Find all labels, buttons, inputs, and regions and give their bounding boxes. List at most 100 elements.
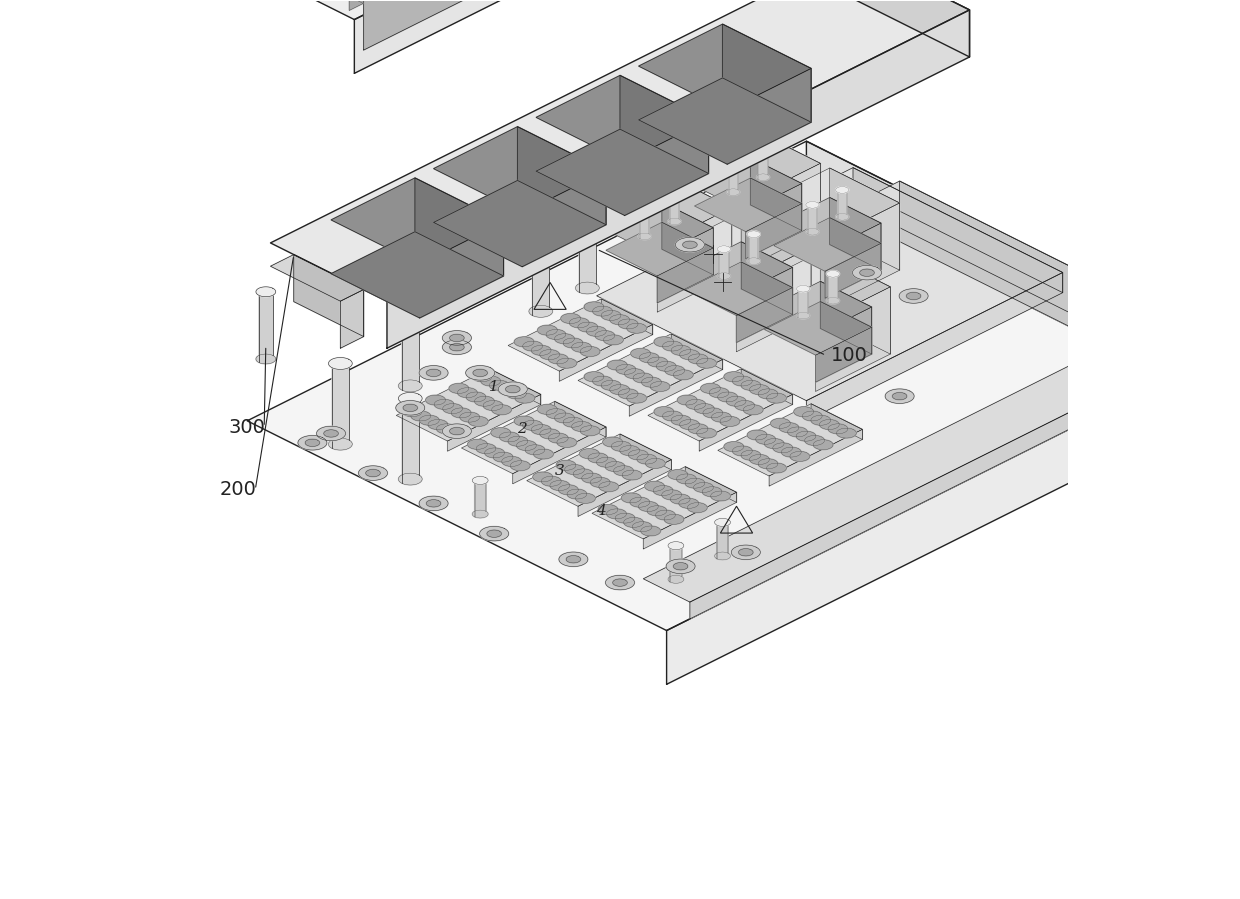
Polygon shape: [363, 0, 466, 50]
Polygon shape: [255, 354, 275, 364]
Polygon shape: [662, 222, 713, 275]
Polygon shape: [515, 393, 534, 403]
Polygon shape: [723, 24, 811, 122]
Polygon shape: [837, 428, 857, 438]
Polygon shape: [570, 94, 580, 100]
Polygon shape: [215, 0, 914, 20]
Polygon shape: [590, 477, 610, 487]
Polygon shape: [374, 192, 384, 198]
Polygon shape: [596, 167, 1063, 401]
Polygon shape: [309, 274, 325, 282]
Polygon shape: [676, 237, 704, 252]
Polygon shape: [402, 406, 422, 416]
Polygon shape: [853, 167, 1063, 293]
Polygon shape: [745, 183, 802, 259]
Polygon shape: [774, 198, 880, 251]
Polygon shape: [806, 201, 820, 209]
Polygon shape: [734, 141, 758, 153]
Polygon shape: [743, 405, 763, 414]
Polygon shape: [668, 469, 688, 479]
Polygon shape: [739, 548, 753, 556]
Polygon shape: [472, 510, 489, 518]
Polygon shape: [806, 228, 820, 235]
Polygon shape: [529, 306, 553, 317]
Polygon shape: [410, 411, 430, 421]
Polygon shape: [355, 0, 914, 74]
Polygon shape: [687, 503, 707, 512]
Polygon shape: [419, 496, 448, 511]
Polygon shape: [734, 111, 754, 120]
Polygon shape: [450, 428, 464, 435]
Polygon shape: [735, 401, 755, 411]
Polygon shape: [569, 318, 589, 328]
Polygon shape: [608, 179, 618, 183]
Polygon shape: [671, 543, 682, 582]
Polygon shape: [506, 386, 520, 393]
Text: 4: 4: [596, 503, 606, 518]
Polygon shape: [745, 252, 890, 325]
Polygon shape: [472, 476, 489, 485]
Polygon shape: [533, 450, 553, 459]
Polygon shape: [408, 274, 427, 284]
Polygon shape: [667, 212, 811, 284]
Polygon shape: [443, 340, 471, 354]
Polygon shape: [732, 545, 760, 559]
Polygon shape: [671, 334, 723, 369]
Polygon shape: [575, 201, 599, 213]
Polygon shape: [403, 405, 418, 412]
Polygon shape: [546, 409, 565, 419]
Polygon shape: [647, 506, 667, 516]
Polygon shape: [796, 286, 810, 292]
Polygon shape: [1132, 334, 1179, 374]
Text: 100: 100: [831, 346, 868, 365]
Polygon shape: [605, 575, 635, 590]
Polygon shape: [345, 257, 360, 264]
Polygon shape: [490, 369, 541, 405]
Polygon shape: [624, 518, 644, 528]
Polygon shape: [668, 542, 683, 549]
Polygon shape: [606, 202, 713, 255]
Polygon shape: [563, 417, 583, 427]
Polygon shape: [796, 432, 816, 441]
Polygon shape: [626, 393, 646, 403]
Polygon shape: [828, 271, 838, 303]
Polygon shape: [525, 445, 544, 455]
Polygon shape: [556, 460, 575, 470]
Polygon shape: [587, 326, 606, 336]
Polygon shape: [853, 0, 970, 57]
Polygon shape: [398, 380, 422, 392]
Polygon shape: [472, 369, 487, 377]
Polygon shape: [536, 76, 708, 162]
Polygon shape: [564, 465, 584, 475]
Polygon shape: [259, 289, 273, 362]
Polygon shape: [484, 401, 503, 411]
Polygon shape: [673, 563, 688, 570]
Polygon shape: [637, 454, 657, 464]
Polygon shape: [796, 312, 810, 319]
Polygon shape: [714, 519, 730, 526]
Polygon shape: [450, 343, 464, 351]
Polygon shape: [639, 233, 651, 240]
Polygon shape: [502, 457, 522, 467]
Polygon shape: [481, 376, 501, 386]
Polygon shape: [434, 399, 454, 409]
Polygon shape: [806, 272, 1063, 421]
Polygon shape: [523, 421, 542, 431]
Polygon shape: [419, 366, 448, 380]
Polygon shape: [475, 396, 495, 406]
Polygon shape: [527, 434, 671, 506]
Polygon shape: [476, 444, 496, 454]
Polygon shape: [668, 191, 681, 198]
Polygon shape: [387, 10, 970, 348]
Polygon shape: [749, 232, 759, 263]
Polygon shape: [718, 392, 738, 402]
Polygon shape: [694, 404, 714, 414]
Polygon shape: [745, 164, 821, 268]
Polygon shape: [596, 131, 611, 138]
Polygon shape: [811, 415, 831, 425]
Polygon shape: [445, 428, 465, 438]
Polygon shape: [591, 467, 737, 539]
Polygon shape: [620, 76, 708, 174]
Polygon shape: [480, 527, 508, 541]
Polygon shape: [670, 192, 680, 224]
